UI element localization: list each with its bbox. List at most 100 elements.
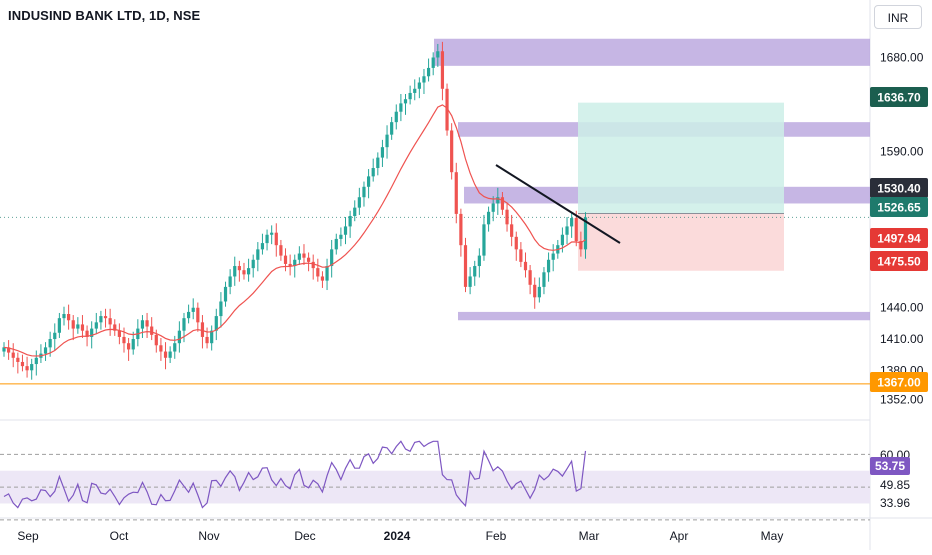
candle-body: [463, 245, 468, 287]
candle-body: [325, 266, 329, 281]
candle-body: [293, 259, 297, 267]
candle-body: [454, 172, 458, 214]
candle-body: [560, 234, 565, 246]
price-label-bg: [870, 251, 928, 271]
candle-body: [413, 88, 417, 93]
price-label: 1475.50: [877, 255, 921, 269]
candle-body: [380, 147, 385, 158]
candle-body: [150, 326, 154, 335]
time-tick: Dec: [294, 529, 315, 543]
candle-body: [496, 197, 500, 204]
candle-body: [537, 286, 541, 298]
candle-body: [214, 316, 218, 331]
candle-body: [256, 249, 260, 260]
candle-body: [505, 209, 509, 225]
candle-body: [2, 347, 6, 352]
candle-body: [228, 276, 232, 287]
currency-button[interactable]: INR: [874, 5, 922, 29]
candle-body: [163, 351, 168, 358]
candle-body: [316, 268, 320, 277]
candle-body: [523, 261, 528, 271]
candle-body: [168, 351, 172, 358]
candle-body: [519, 249, 523, 262]
time-tick: Nov: [198, 529, 219, 543]
candle-body: [583, 217, 588, 250]
candle-body: [154, 334, 158, 346]
candle-body: [385, 134, 389, 148]
candle-body: [533, 284, 537, 298]
candle-body: [306, 257, 311, 262]
price-label: 1367.00: [877, 376, 921, 390]
candle-body: [357, 197, 361, 208]
rsi-line: [3, 440, 587, 509]
price-label-bg: [870, 178, 928, 198]
candle-body: [177, 330, 181, 344]
candle-body: [233, 266, 237, 277]
candle-body: [251, 259, 255, 269]
candle-body: [219, 301, 223, 317]
time-tick: Mar: [579, 529, 600, 543]
price-tick: 1440.00: [880, 301, 924, 315]
price-tick: 1352.00: [880, 393, 924, 407]
candle-body: [473, 266, 477, 277]
candle-body: [334, 238, 338, 250]
candle-body: [279, 245, 283, 256]
candle-body: [546, 259, 551, 273]
candle-body: [574, 218, 578, 242]
trendline[interactable]: [495, 164, 621, 244]
candle-body: [20, 361, 25, 367]
candle-body: [94, 322, 98, 329]
candle-body: [260, 243, 265, 250]
candle-body: [302, 253, 306, 258]
candle-body: [570, 218, 574, 227]
candle-body: [343, 226, 348, 235]
zone-1: [434, 38, 870, 66]
candle-body: [297, 253, 301, 260]
candle-body: [376, 157, 380, 169]
candle-body: [237, 266, 241, 271]
rsi-current: 53.75: [875, 459, 905, 473]
zone-4: [458, 311, 870, 321]
candle-body: [390, 122, 394, 135]
chart-title: INDUSIND BANK LTD, 1D, NSE: [8, 8, 201, 23]
candle-body: [99, 316, 103, 323]
time-tick: Feb: [486, 529, 507, 543]
candle-body: [223, 286, 228, 302]
price-label-bg: [870, 197, 928, 217]
candle-body: [196, 307, 200, 323]
candle-body: [399, 103, 403, 112]
candle-body: [283, 255, 288, 264]
price-label: 1526.65: [877, 201, 921, 215]
price-label: 1530.40: [877, 182, 921, 196]
candles: [2, 41, 588, 380]
candle-body: [117, 330, 121, 337]
time-tick: Sep: [17, 529, 39, 543]
candle-body: [311, 261, 315, 269]
long-position-tool[interactable]: [578, 102, 784, 271]
rsi-tick: 49.85: [880, 478, 910, 492]
candle-body: [403, 99, 408, 104]
candle-body: [362, 186, 366, 198]
time-axis[interactable]: Sep Oct Nov Dec 2024 Feb Mar Apr May: [17, 529, 783, 543]
candle-body: [85, 330, 89, 337]
price-label-bg: [870, 87, 928, 107]
candle-body: [191, 307, 195, 312]
candle-body: [445, 88, 449, 131]
candle-body: [103, 316, 108, 319]
candle-body: [514, 236, 518, 250]
time-tick: May: [761, 529, 784, 543]
candle-body: [210, 330, 214, 344]
candle-body: [131, 339, 135, 350]
moving-average: [3, 104, 586, 357]
candle-body: [187, 311, 191, 319]
support-line[interactable]: [0, 216, 870, 385]
candle-body: [205, 336, 209, 344]
candle-body: [16, 357, 20, 362]
candle-body: [270, 232, 274, 235]
candle-body: [140, 320, 145, 329]
price-label-bg: [870, 372, 928, 392]
candle-body: [43, 347, 48, 354]
rsi-pane: [0, 440, 870, 521]
candle-body: [90, 328, 94, 337]
